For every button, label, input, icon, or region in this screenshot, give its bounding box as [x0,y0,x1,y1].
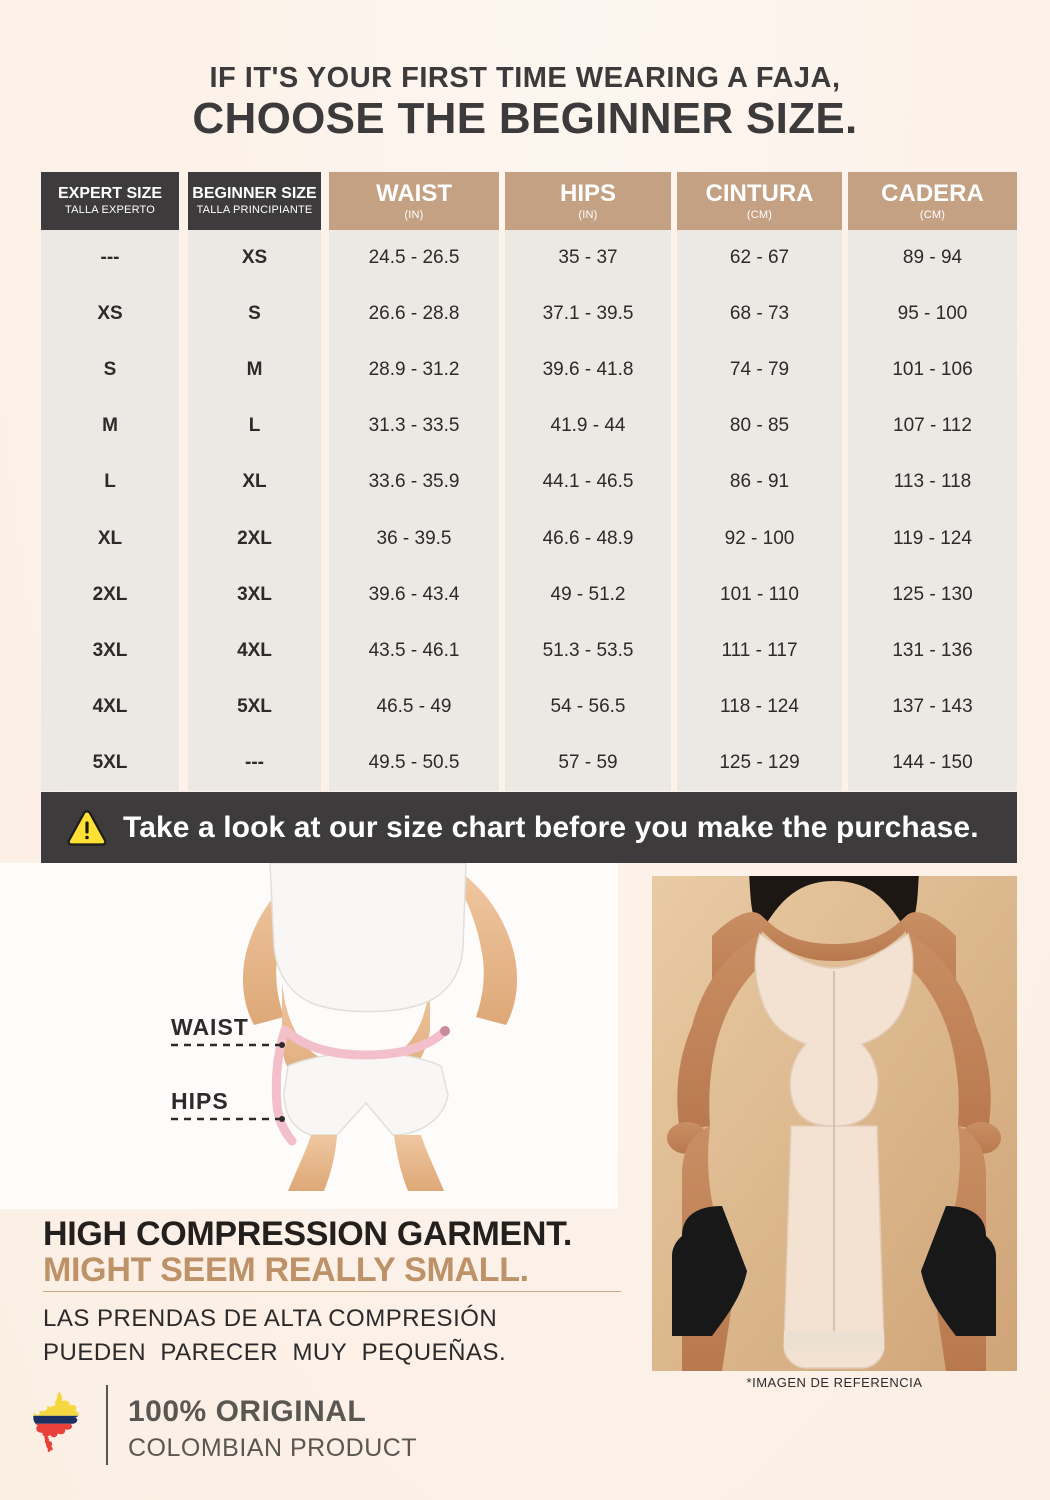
svg-text:HIPS: HIPS [171,1088,229,1114]
svg-text:WAIST: WAIST [171,1014,249,1040]
